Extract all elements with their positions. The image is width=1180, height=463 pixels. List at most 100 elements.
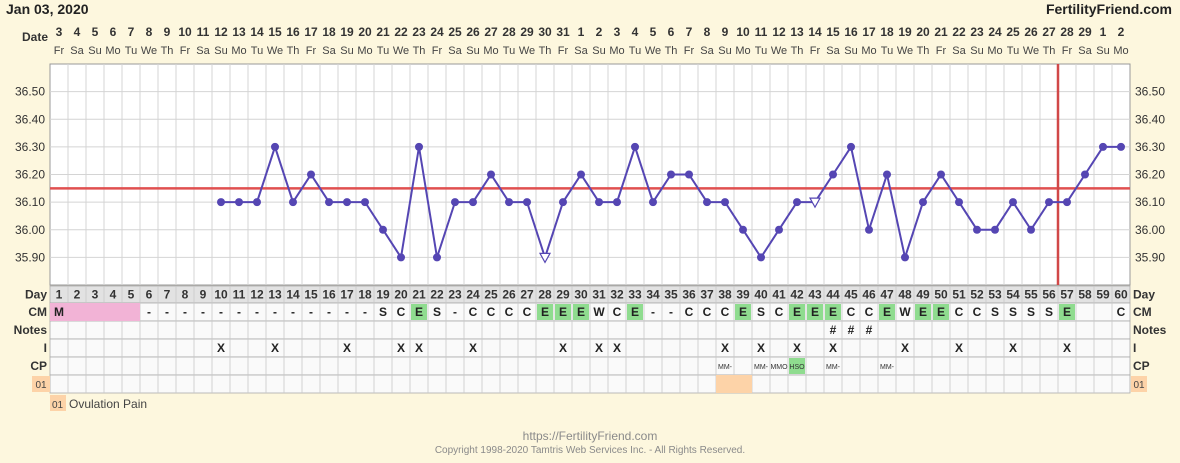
day-number: 45	[844, 288, 858, 302]
cm-value: C	[865, 305, 874, 319]
notes-label-right: Notes	[1133, 323, 1167, 337]
weekday-label: Mo	[483, 45, 498, 57]
date-label: 28	[1060, 25, 1074, 39]
pain-cell	[716, 375, 734, 393]
note-marker: #	[866, 323, 873, 337]
weekday-label: We	[897, 45, 913, 57]
weekday-label: Th	[161, 45, 174, 57]
cm-fertile-cell	[627, 304, 643, 320]
cm-value: S	[991, 305, 999, 319]
cm-value: S	[757, 305, 765, 319]
y-tick-label-right: 36.30	[1135, 140, 1165, 154]
intercourse-marker: X	[217, 341, 225, 355]
period-cell	[104, 303, 122, 321]
day-number: 2	[74, 288, 81, 302]
day-label-right: Day	[1133, 288, 1155, 302]
day-number: 21	[412, 288, 426, 302]
cp-value: HSO	[789, 364, 805, 371]
weekday-label: Sa	[448, 45, 462, 57]
day-number: 60	[1114, 288, 1128, 302]
brand-name: FertilityFriend.com	[1046, 1, 1172, 17]
temperature-point	[937, 170, 945, 179]
date-label: 9	[164, 25, 171, 39]
temperature-point	[667, 170, 675, 179]
temperature-point	[451, 198, 459, 207]
date-label: 12	[214, 25, 228, 39]
intercourse-marker: X	[955, 341, 963, 355]
cm-value: -	[165, 305, 169, 319]
date-label: 6	[110, 25, 117, 39]
intercourse-marker: X	[469, 341, 477, 355]
y-tick-label-right: 36.50	[1135, 85, 1165, 99]
date-label: 24	[430, 25, 444, 39]
date-label: 6	[668, 25, 675, 39]
day-number: 42	[790, 288, 804, 302]
temperature-point	[793, 198, 801, 207]
weekday-label: Sa	[196, 45, 210, 57]
temperature-point	[271, 142, 279, 151]
cm-value: C	[703, 305, 712, 319]
day-number: 5	[128, 288, 135, 302]
temperature-point	[775, 225, 783, 234]
day-number: 48	[898, 288, 912, 302]
temperature-point	[379, 225, 387, 234]
weekday-label: Th	[1043, 45, 1056, 57]
cm-value: -	[453, 305, 457, 319]
plot-area: 3 4 5 6 7 8 9 10 11 12 13 14 15 16 17 18 19 20 21 22 23 24 25 2…	[14, 25, 1167, 394]
weekday-label: We	[267, 45, 283, 57]
cm-value: -	[291, 305, 295, 319]
weekday-label: We	[393, 45, 409, 57]
date-label: 20	[916, 25, 930, 39]
date-label: 14	[808, 25, 822, 39]
weekday-label: Su	[718, 45, 731, 57]
temperature-point	[343, 198, 351, 207]
temperature-point	[415, 142, 423, 151]
weekday-label: Sa	[952, 45, 966, 57]
temperature-point	[325, 198, 333, 207]
weekday-label: Fr	[558, 45, 569, 57]
temperature-point	[649, 198, 657, 207]
weekday-label: Mo	[861, 45, 876, 57]
weekday-label: Tu	[629, 45, 641, 57]
day-number: 24	[466, 288, 480, 302]
date-label: 12	[772, 25, 786, 39]
weekday-label: Mo	[357, 45, 372, 57]
cm-value: E	[577, 305, 585, 319]
cm-value: C	[469, 305, 478, 319]
cp-label: CP	[30, 359, 47, 373]
cm-fertile-cell	[1059, 304, 1075, 320]
y-tick-label: 36.30	[15, 140, 45, 154]
date-label: 15	[268, 25, 282, 39]
temperature-point-open	[538, 252, 552, 264]
y-tick-label-right: 36.00	[1135, 223, 1165, 237]
temperature-point	[577, 170, 585, 179]
temperature-point	[865, 225, 873, 234]
footer-url[interactable]: https://FertilityFriend.com	[523, 429, 658, 443]
cm-value: C	[613, 305, 622, 319]
day-number: 8	[182, 288, 189, 302]
y-tick-label-right: 36.20	[1135, 168, 1165, 182]
cm-value: E	[415, 305, 423, 319]
date-label: 23	[412, 25, 426, 39]
intercourse-marker: X	[613, 341, 621, 355]
day-number: 18	[358, 288, 372, 302]
chart-date: Jan 03, 2020	[6, 1, 89, 17]
weekday-label: Mo	[735, 45, 750, 57]
weekday-label: Fr	[432, 45, 443, 57]
cm-label: CM	[28, 305, 47, 319]
cm-value: -	[273, 305, 277, 319]
cm-value: S	[1045, 305, 1053, 319]
intercourse-marker: X	[415, 341, 423, 355]
temperature-point	[739, 225, 747, 234]
weekday-label: Sa	[322, 45, 336, 57]
date-label: 27	[484, 25, 498, 39]
weekday-label: Su	[970, 45, 983, 57]
intercourse-label: I	[44, 341, 47, 355]
date-label: 13	[790, 25, 804, 39]
y-tick-label-right: 35.90	[1135, 250, 1165, 264]
weekday-label: Tu	[377, 45, 389, 57]
day-number: 22	[430, 288, 444, 302]
date-label: 11	[755, 25, 768, 39]
day-number: 38	[718, 288, 732, 302]
temperature-point	[289, 198, 297, 207]
